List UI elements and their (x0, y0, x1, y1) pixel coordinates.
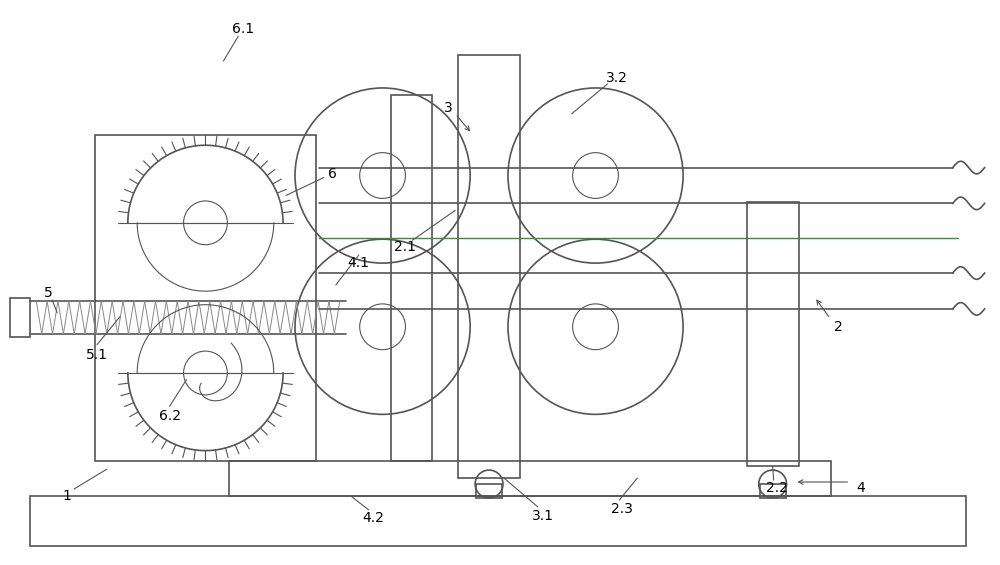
Text: 6.1: 6.1 (232, 22, 254, 36)
Text: 3.2: 3.2 (605, 71, 627, 85)
Text: 6.2: 6.2 (159, 409, 181, 423)
Text: 2: 2 (834, 320, 843, 334)
Text: 2.1: 2.1 (394, 240, 416, 254)
Text: 4.2: 4.2 (363, 511, 385, 525)
Text: 4.1: 4.1 (348, 256, 370, 270)
Text: 2.3: 2.3 (611, 502, 633, 516)
Text: 2.2: 2.2 (766, 481, 788, 495)
Text: 5.1: 5.1 (86, 347, 108, 362)
Bar (95, 134, 316, 461)
Bar (458, 55, 520, 478)
Text: 3: 3 (444, 101, 453, 115)
Bar (476, 484, 502, 498)
Text: 3.1: 3.1 (532, 509, 554, 523)
Text: 4: 4 (856, 481, 865, 495)
Bar (229, 461, 831, 496)
Text: 6: 6 (328, 167, 337, 181)
Text: 5: 5 (44, 286, 53, 300)
Bar (747, 202, 799, 466)
Bar (391, 95, 432, 461)
Bar (30, 496, 966, 546)
Text: 1: 1 (63, 489, 72, 503)
Bar (760, 484, 786, 498)
Bar (10, 298, 30, 337)
